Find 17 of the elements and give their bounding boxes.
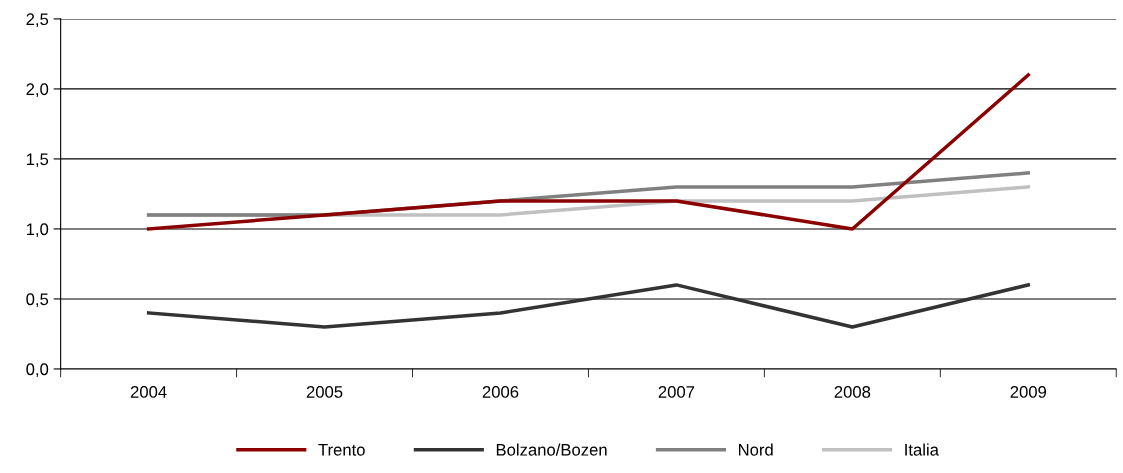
- x-tick-label: 2004: [130, 386, 167, 398]
- x-tick-label: 2008: [834, 386, 871, 398]
- x-tick-label: 2005: [306, 386, 343, 398]
- y-tick-label: 1,0: [26, 223, 49, 238]
- x-tick-label: 2006: [482, 386, 519, 398]
- legend-label: Bolzano/Bozen: [496, 443, 607, 456]
- x-tick-label: 2009: [1010, 386, 1047, 398]
- y-tick-label: 2,5: [26, 13, 49, 28]
- y-tick-label: 1,5: [26, 153, 49, 168]
- line-series: [146, 73, 1031, 231]
- legend-label: Nord: [738, 443, 773, 456]
- y-tick-label: 2,0: [26, 83, 49, 98]
- legend-label: Trento: [318, 444, 365, 456]
- y-tick-label: 0,5: [26, 293, 49, 308]
- y-tick-label: 0,0: [26, 363, 49, 378]
- x-tick-label: 2007: [658, 386, 695, 398]
- legend-label: Italia: [905, 443, 939, 456]
